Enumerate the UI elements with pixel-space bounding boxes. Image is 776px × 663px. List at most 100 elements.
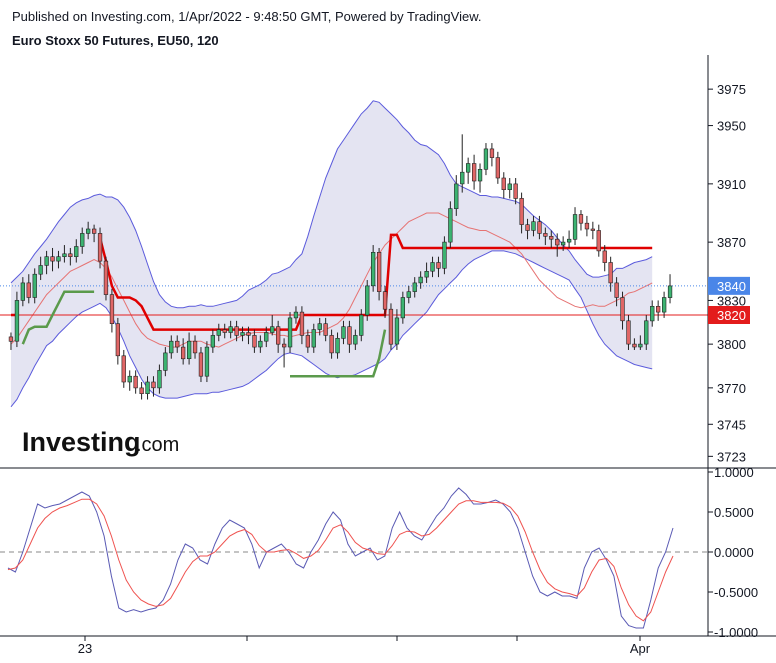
candle <box>204 341 210 383</box>
candle <box>133 370 138 394</box>
candle-body <box>281 343 287 348</box>
candle-body <box>347 326 352 345</box>
candle-body <box>650 305 655 322</box>
candle <box>566 230 572 248</box>
price-tick-label: 3723 <box>717 449 746 464</box>
upper-band-line <box>10 100 653 309</box>
candle-body <box>537 221 542 234</box>
candle <box>489 143 495 167</box>
candle-body <box>115 323 121 357</box>
candle-body <box>560 241 566 246</box>
candle-body <box>638 343 643 348</box>
candle <box>299 306 305 345</box>
candle-body <box>353 335 358 345</box>
candle-body <box>258 340 263 348</box>
candle <box>578 210 584 231</box>
candle-body <box>74 246 79 257</box>
candle <box>68 247 73 266</box>
price-tick-label: 3800 <box>717 337 746 352</box>
candle <box>157 364 162 394</box>
published-caption: Published on Investing.com, 1/Apr/2022 -… <box>12 9 482 24</box>
candle-body <box>365 285 370 316</box>
candle-body <box>121 355 126 383</box>
candle <box>222 323 227 339</box>
candle-body <box>519 198 524 225</box>
candle <box>62 245 67 263</box>
candle <box>341 320 346 345</box>
candle <box>121 349 126 388</box>
candle-body <box>644 320 649 345</box>
green-stop-line <box>21 290 387 378</box>
candle <box>632 338 637 350</box>
candle-body <box>305 335 311 348</box>
candle <box>400 291 406 324</box>
candle-body <box>264 332 269 342</box>
candle <box>495 151 501 184</box>
candle <box>412 277 417 298</box>
candle <box>329 329 334 359</box>
candle <box>460 134 465 193</box>
current-price-label-box <box>708 276 750 295</box>
candle <box>584 215 590 237</box>
candle <box>103 256 109 301</box>
candle <box>507 178 512 199</box>
candle <box>287 312 293 353</box>
candle <box>275 320 281 353</box>
axes: 3723 3745 3770 3800 3830 3870 3910 3950 3975 3840… <box>0 55 776 656</box>
candle <box>44 250 49 275</box>
candle <box>519 192 524 234</box>
candle <box>347 320 352 353</box>
candle <box>86 221 91 240</box>
candle <box>97 227 103 269</box>
candle-body <box>56 256 61 262</box>
candle <box>626 315 631 350</box>
candle <box>483 143 489 176</box>
candle <box>335 332 340 359</box>
candle <box>258 335 263 353</box>
candle-body <box>62 253 67 258</box>
current-price-label-text: 3840 <box>717 279 746 294</box>
candle-body <box>175 340 180 348</box>
candle-body <box>483 148 489 170</box>
candle <box>436 256 441 278</box>
candle-body <box>376 252 382 292</box>
candle-body <box>246 332 251 336</box>
candle-body <box>293 311 299 319</box>
candle-body <box>240 332 245 336</box>
candle <box>448 201 453 248</box>
candle-body <box>465 163 471 173</box>
middle-band-line <box>10 212 653 348</box>
price-tick-label: 3870 <box>717 235 746 250</box>
candle-body <box>667 285 673 298</box>
candle <box>465 157 471 184</box>
candle-body <box>50 256 55 262</box>
candle <box>655 300 661 321</box>
candle-body <box>394 317 400 345</box>
candle-body <box>418 276 423 284</box>
candle-body <box>406 291 411 298</box>
price-tick-label: 3950 <box>717 119 746 134</box>
candle-body <box>436 262 441 269</box>
candle-body <box>477 169 483 182</box>
candle-body <box>145 381 150 394</box>
candle-body <box>228 326 233 333</box>
candle <box>139 382 144 400</box>
candle <box>127 370 132 391</box>
candle <box>26 274 31 304</box>
candle-body <box>26 282 31 298</box>
candle-body <box>507 183 512 190</box>
oscillator-slow-line <box>7 498 674 622</box>
candle <box>169 335 174 359</box>
candle <box>92 224 97 243</box>
candle <box>406 285 411 304</box>
candle-body <box>632 343 637 348</box>
candle-body <box>400 297 406 319</box>
candle <box>501 172 506 199</box>
candle-body <box>442 241 447 269</box>
candle <box>537 215 542 240</box>
candle-body <box>198 352 204 377</box>
candle-body <box>204 346 210 377</box>
candle <box>353 329 358 350</box>
candle-body <box>133 375 138 389</box>
